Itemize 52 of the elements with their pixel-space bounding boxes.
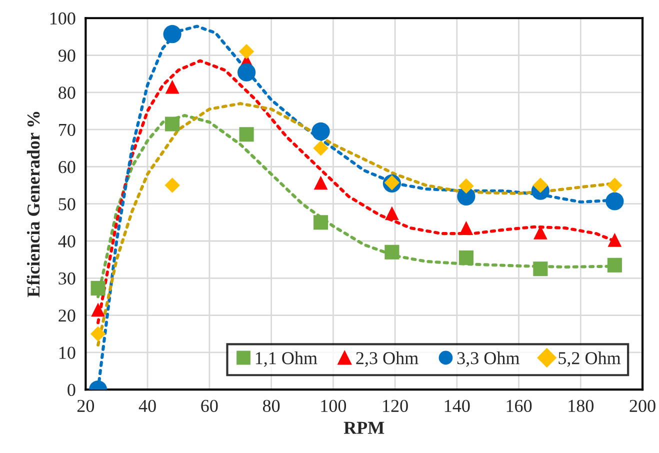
legend-label: 5,2 Ohm xyxy=(558,352,621,367)
point xyxy=(165,80,180,94)
y-tick-label: 0 xyxy=(68,384,76,396)
x-tick-label: 160 xyxy=(506,400,532,412)
x-tick-label: 100 xyxy=(321,400,346,412)
legend-label: 1,1 Ohm xyxy=(256,352,318,367)
point xyxy=(163,25,182,44)
y-tick-label: 100 xyxy=(50,12,76,25)
y-tick-label: 10 xyxy=(59,346,76,359)
point xyxy=(384,244,400,260)
point xyxy=(459,221,474,235)
point xyxy=(313,140,328,156)
point xyxy=(533,262,548,276)
x-tick-label: 80 xyxy=(262,400,280,412)
point xyxy=(384,206,399,220)
point xyxy=(606,192,624,210)
x-tick-label: 140 xyxy=(444,400,470,412)
point xyxy=(238,44,254,60)
point xyxy=(314,176,328,190)
legend-label: 3,3 Ohm xyxy=(457,352,520,367)
point xyxy=(607,258,622,272)
point xyxy=(165,116,180,132)
point xyxy=(90,326,106,342)
point xyxy=(458,250,474,265)
x-axis-title: RPM xyxy=(344,422,384,434)
y-tick-label: 40 xyxy=(58,235,76,248)
y-tick-label: 30 xyxy=(58,272,76,285)
legend-label: 2,3 Ohm xyxy=(356,352,418,367)
y-tick-label: 60 xyxy=(58,160,76,174)
point xyxy=(314,215,328,230)
point xyxy=(237,63,256,82)
point xyxy=(312,122,330,140)
x-tick-label: 200 xyxy=(630,400,656,412)
y-tick-label: 70 xyxy=(59,124,76,136)
point xyxy=(458,178,474,194)
y-tick-label: 20 xyxy=(58,310,76,322)
y-tick-label: 80 xyxy=(58,86,76,99)
point xyxy=(164,178,180,193)
x-tick-label: 40 xyxy=(138,400,156,412)
x-tick-label: 120 xyxy=(383,400,408,412)
x-tick-label: 60 xyxy=(201,400,218,412)
point xyxy=(532,178,548,193)
y-axis-title: Eficiencia Generador % xyxy=(26,112,40,298)
y-tick-label: 90 xyxy=(58,50,76,62)
point xyxy=(608,232,622,247)
point xyxy=(91,302,105,317)
x-tick-label: 180 xyxy=(568,400,594,412)
x-tick-label: 20 xyxy=(77,400,94,412)
y-tick-label: 50 xyxy=(58,198,76,210)
point xyxy=(90,280,106,296)
point xyxy=(607,178,622,193)
point xyxy=(239,127,254,142)
